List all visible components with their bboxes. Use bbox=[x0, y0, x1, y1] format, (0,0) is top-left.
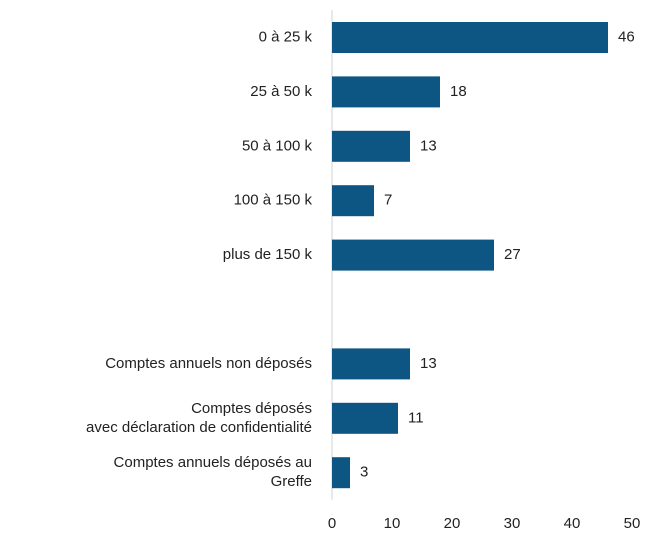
y-tick-label: 50 à 100 k bbox=[242, 137, 313, 154]
value-label: 3 bbox=[360, 464, 368, 481]
value-label: 46 bbox=[618, 28, 635, 45]
x-tick-label: 20 bbox=[444, 515, 461, 532]
value-label: 13 bbox=[420, 137, 437, 154]
y-tick-label: plus de 150 k bbox=[223, 246, 313, 263]
x-tick-label: 30 bbox=[504, 515, 521, 532]
x-tick-label: 50 bbox=[624, 515, 641, 532]
value-label: 27 bbox=[504, 246, 521, 263]
bar bbox=[332, 348, 410, 380]
bar bbox=[332, 239, 494, 271]
value-label: 13 bbox=[420, 355, 437, 372]
x-tick-label: 10 bbox=[384, 515, 401, 532]
bar bbox=[332, 457, 350, 489]
bar bbox=[332, 185, 374, 217]
x-tick-label: 0 bbox=[328, 515, 336, 532]
value-label: 7 bbox=[384, 192, 392, 209]
value-label: 18 bbox=[450, 83, 467, 100]
x-tick-label: 40 bbox=[564, 515, 581, 532]
value-label: 11 bbox=[408, 409, 424, 426]
y-tick-label: Comptes déposés avec déclaration de confi… bbox=[86, 400, 312, 436]
y-tick-label: 100 à 150 k bbox=[234, 192, 313, 209]
bar bbox=[332, 22, 608, 53]
bar bbox=[332, 130, 410, 162]
y-tick-label: Comptes annuels déposés au Greffe bbox=[114, 454, 312, 490]
y-tick-label: 25 à 50 k bbox=[250, 83, 312, 100]
y-tick-label: Comptes annuels non déposés bbox=[105, 355, 312, 372]
bar bbox=[332, 76, 440, 108]
bar bbox=[332, 402, 398, 434]
y-tick-label: 0 à 25 k bbox=[259, 28, 313, 45]
